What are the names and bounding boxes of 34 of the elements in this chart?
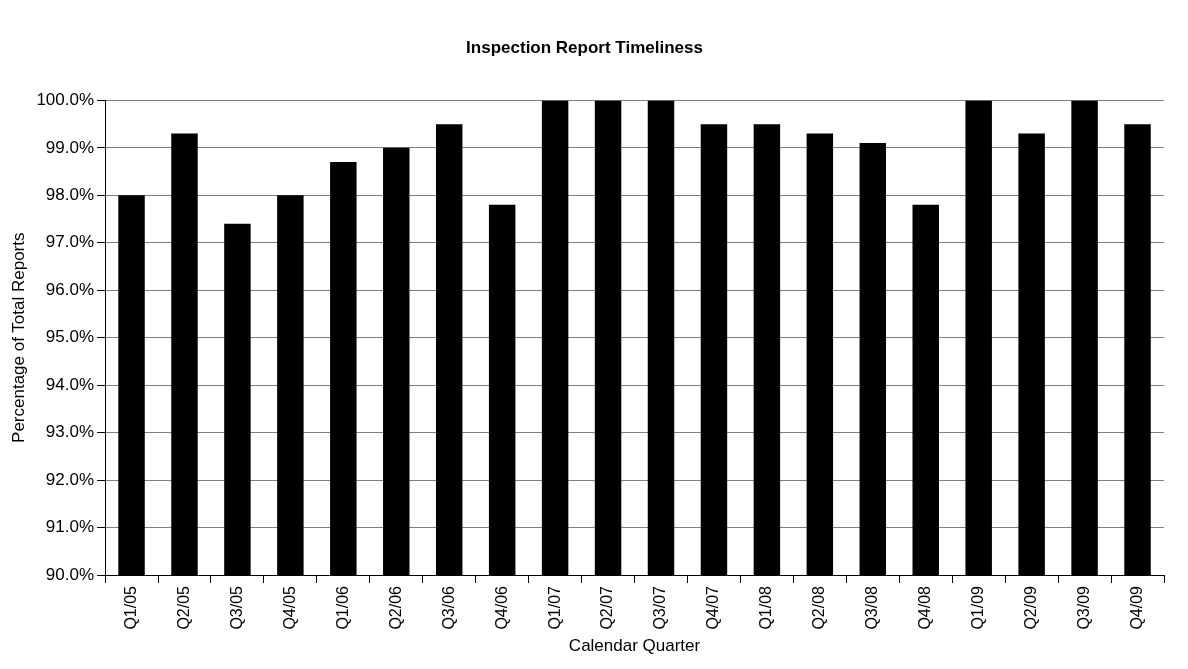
y-tick-label: 95.0% [45, 327, 95, 347]
x-tick-label: Q2/06 [386, 585, 404, 630]
y-tick-label: 98.0% [45, 185, 95, 205]
x-tick-label: Q3/09 [1074, 585, 1092, 630]
x-tick-label: Q3/06 [439, 585, 457, 630]
x-tick-label: Q4/07 [704, 585, 722, 630]
y-tick-label: 94.0% [45, 374, 95, 394]
x-tick-label: Q4/08 [916, 585, 934, 630]
chart-title: Inspection Report Timeliness [466, 37, 703, 57]
y-tick-label: 93.0% [45, 422, 95, 442]
y-tick-label: 91.0% [45, 517, 95, 537]
x-tick-label: Q4/06 [492, 585, 510, 630]
x-tick-label: Q2/09 [1022, 585, 1040, 630]
y-tick-label: 90.0% [45, 564, 95, 584]
x-tick-label: Q1/08 [757, 585, 775, 630]
x-tick-label: Q3/07 [651, 585, 669, 630]
y-tick-label: 92.0% [45, 469, 95, 489]
x-axis-title: Calendar Quarter [568, 636, 701, 656]
x-tick-label: Q1/09 [969, 585, 987, 630]
x-tick-label: Q4/05 [280, 585, 298, 630]
y-tick-label: 97.0% [45, 232, 95, 252]
x-tick-label: Q2/05 [174, 585, 192, 630]
x-tick-label: Q3/05 [227, 585, 245, 630]
x-tick-label: Q1/06 [333, 585, 351, 630]
x-tick-label: Q4/09 [1127, 585, 1145, 630]
y-axis-title: Percentage of Total Reports [8, 232, 28, 443]
x-tick-label: Q2/08 [810, 585, 828, 630]
y-tick-label: 99.0% [45, 137, 95, 157]
x-tick-label: Q1/07 [545, 585, 563, 630]
y-tick-label: 96.0% [45, 279, 95, 299]
x-tick-label: Q2/07 [598, 585, 616, 630]
x-tick-label: Q3/08 [863, 585, 881, 630]
x-tick-label: Q1/05 [121, 585, 139, 630]
y-tick-label: 100.0% [36, 90, 95, 110]
